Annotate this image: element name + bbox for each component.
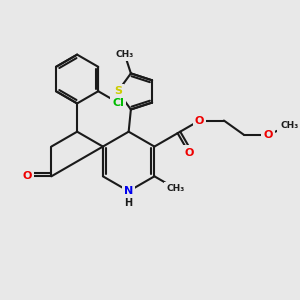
- Text: O: O: [22, 171, 32, 181]
- Text: CH₃: CH₃: [116, 50, 134, 59]
- Text: O: O: [195, 116, 204, 125]
- Text: O: O: [263, 130, 273, 140]
- Text: N: N: [124, 186, 133, 196]
- Text: Cl: Cl: [112, 98, 124, 108]
- Text: H: H: [124, 198, 133, 208]
- Text: O: O: [184, 148, 194, 158]
- Text: CH₃: CH₃: [281, 121, 299, 130]
- Text: CH₃: CH₃: [167, 184, 185, 193]
- Text: S: S: [114, 86, 122, 96]
